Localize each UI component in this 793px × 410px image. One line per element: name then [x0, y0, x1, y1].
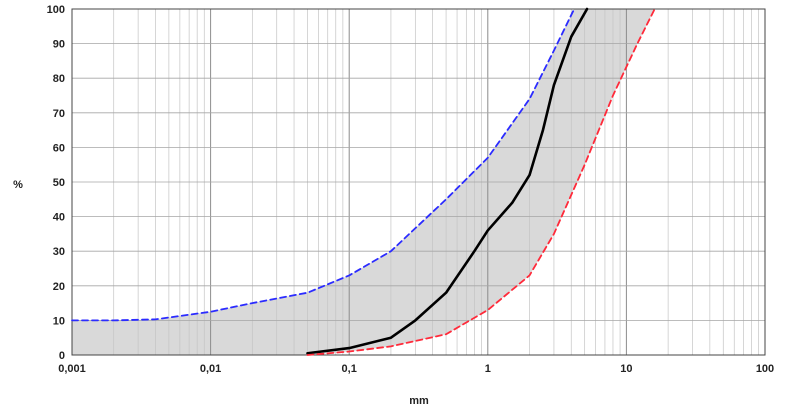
x-tick-label: 1 [485, 363, 491, 375]
y-tick-label: 70 [53, 108, 65, 120]
y-tick-label: 40 [53, 212, 65, 224]
x-tick-label: 10 [620, 363, 632, 375]
x-tick-label: 0,1 [342, 363, 357, 375]
series-lines [71, 7, 656, 356]
y-tick-label: 0 [59, 350, 65, 362]
x-tick-label: 100 [756, 363, 774, 375]
tick-labels: 0,001 0,01 0,1 1 10 100 0 10 20 30 40 50 60 70 80 90 100 [47, 4, 775, 375]
y-tick-label: 100 [47, 4, 65, 16]
y-tick-label: 20 [53, 281, 65, 293]
y-tick-label: 50 [53, 177, 65, 189]
gridlines [71, 8, 765, 356]
envelope-band-area [72, 9, 655, 355]
plot-border [71, 8, 766, 356]
x-tick-label: 0,001 [58, 363, 86, 375]
x-tick-label: 0,01 [200, 363, 221, 375]
y-tick-label: 10 [53, 315, 65, 327]
y-tick-label: 90 [53, 39, 65, 51]
series-lower-line [306, 8, 656, 356]
y-tick-label: 80 [53, 73, 65, 85]
y-axis-label: % [13, 179, 23, 191]
y-tick-label: 60 [53, 142, 65, 154]
series-upper-line [71, 8, 576, 322]
x-axis-label: mm [409, 395, 429, 407]
y-tick-label: 30 [53, 246, 65, 258]
series-middle-line [306, 7, 589, 355]
envelope-band [72, 9, 655, 355]
